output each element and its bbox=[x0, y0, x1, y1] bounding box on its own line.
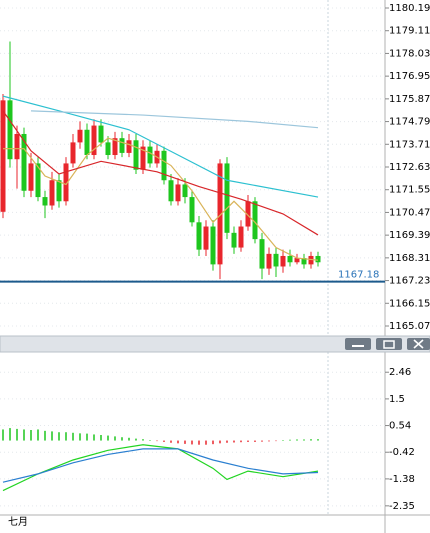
candle-body bbox=[35, 163, 41, 198]
candle-body bbox=[294, 258, 300, 263]
candle-body bbox=[77, 129, 83, 143]
y-tick-label: 1172.63 bbox=[389, 162, 430, 173]
candle-body bbox=[7, 100, 13, 160]
y-tick-label: 2.46 bbox=[389, 367, 411, 378]
candle-body bbox=[308, 255, 314, 265]
candle-body bbox=[280, 255, 286, 267]
candle-body bbox=[91, 125, 97, 156]
candle-body bbox=[84, 129, 90, 156]
candle-body bbox=[217, 163, 223, 265]
candle-body bbox=[70, 142, 76, 164]
y-tick-label: 1179.11 bbox=[389, 26, 430, 37]
candle-body bbox=[182, 184, 188, 198]
candle-body bbox=[140, 146, 146, 170]
close-icon bbox=[413, 339, 424, 349]
candle-body bbox=[105, 142, 111, 156]
candle-body bbox=[189, 197, 195, 223]
y-tick-label: 1180.19 bbox=[389, 3, 430, 14]
last-price-label: 1167.18 bbox=[338, 270, 379, 281]
candle-body bbox=[301, 258, 307, 265]
y-tick-label: 0.54 bbox=[389, 421, 411, 432]
y-tick-label: 1168.31 bbox=[389, 253, 430, 264]
y-tick-label: -2.35 bbox=[389, 501, 415, 512]
y-tick-label: 1.5 bbox=[389, 394, 405, 405]
candle-body bbox=[126, 140, 132, 153]
candle-body bbox=[168, 180, 174, 202]
candle-body bbox=[252, 201, 258, 240]
maximize-icon bbox=[383, 340, 395, 349]
candle-body bbox=[112, 138, 118, 156]
y-tick-label: 1169.39 bbox=[389, 230, 430, 241]
candle-body bbox=[245, 201, 251, 227]
candle-body bbox=[56, 180, 62, 202]
y-tick-label: 1175.87 bbox=[389, 94, 430, 105]
moving-average-line bbox=[3, 137, 319, 261]
candle-body bbox=[14, 133, 20, 160]
candle-body bbox=[238, 226, 244, 248]
candle-body bbox=[161, 150, 167, 181]
macd-line bbox=[2, 448, 319, 483]
candle-body bbox=[266, 253, 272, 269]
candle-body bbox=[21, 133, 27, 191]
candle-body bbox=[98, 125, 104, 143]
minimize-button[interactable] bbox=[345, 338, 371, 350]
candle-body bbox=[0, 100, 6, 212]
candle-body bbox=[287, 255, 293, 263]
candle-body bbox=[63, 163, 69, 202]
moving-average-line bbox=[30, 110, 319, 129]
candle-body bbox=[147, 146, 153, 164]
maximize-button[interactable] bbox=[376, 338, 402, 350]
candle-body bbox=[196, 222, 202, 250]
moving-average-line bbox=[2, 95, 319, 198]
y-tick-label: 1165.07 bbox=[389, 321, 430, 332]
y-tick-label: 1170.47 bbox=[389, 207, 430, 218]
y-tick-label: -0.42 bbox=[389, 447, 415, 458]
candle-body bbox=[175, 184, 181, 202]
y-tick-label: 1173.71 bbox=[389, 139, 430, 150]
candle-body bbox=[224, 163, 230, 233]
candle-body bbox=[119, 138, 125, 153]
candle-body bbox=[133, 140, 139, 170]
candle-body bbox=[42, 197, 48, 206]
candle-body bbox=[231, 232, 237, 248]
y-tick-label: -1.38 bbox=[389, 474, 415, 485]
candle-body bbox=[210, 226, 216, 265]
y-tick-label: 1166.15 bbox=[389, 298, 430, 309]
y-tick-label: 1171.55 bbox=[389, 185, 430, 196]
candle-body bbox=[49, 180, 55, 206]
x-axis-label: 七月 bbox=[8, 516, 28, 528]
moving-average-line bbox=[2, 110, 319, 236]
candle-body bbox=[28, 163, 34, 191]
window-buttons bbox=[345, 338, 430, 350]
y-tick-label: 1174.79 bbox=[389, 117, 430, 128]
y-tick-label: 1167.23 bbox=[389, 276, 430, 287]
panel-bar bbox=[0, 335, 430, 353]
candle-body bbox=[203, 226, 209, 250]
y-tick-label: 1176.95 bbox=[389, 71, 430, 82]
candle-body bbox=[315, 255, 321, 263]
candle-body bbox=[259, 239, 265, 269]
y-tick-label: 1178.03 bbox=[389, 48, 430, 59]
candle-body bbox=[273, 253, 279, 267]
